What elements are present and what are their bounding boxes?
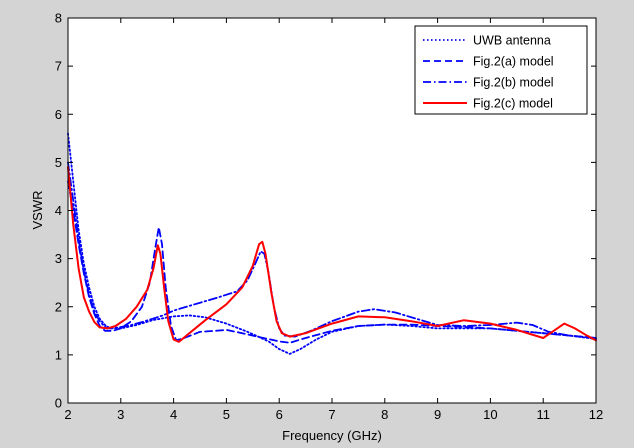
y-tick-label: 6 [55,107,62,122]
y-tick-label: 2 [55,299,62,314]
x-tick-label: 2 [64,407,71,422]
y-tick-label: 5 [55,155,62,170]
legend: UWB antenna Fig.2(a) model Fig.2(b) model F… [414,25,588,115]
legend-label-fig-2-a-model: Fig.2(a) model [473,55,554,69]
legend-label-uwb-antenna: UWB antenna [473,34,551,48]
x-tick-label: 5 [223,407,230,422]
x-tick-label: 12 [589,407,603,422]
y-tick-label: 7 [55,59,62,74]
x-tick-label: 6 [276,407,283,422]
series-line-fig-2-b-model [67,161,597,339]
y-axis-label: VSWR [30,191,45,230]
legend-label-fig-2-c-model: Fig.2(c) model [473,97,553,111]
x-tick-label: 11 [536,407,550,422]
x-tick-label: 3 [117,407,124,422]
series-line-fig-2-c-model [67,166,597,343]
x-tick-label: 8 [381,407,388,422]
y-tick-label: 0 [55,396,62,411]
x-tick-label: 7 [328,407,335,422]
y-tick-label: 4 [55,203,62,218]
y-tick-label: 3 [55,251,62,266]
x-tick-label: 4 [170,407,177,422]
x-tick-label: 10 [483,407,497,422]
x-axis-label: Frequency (GHz) [282,428,382,443]
plot-frame [67,17,597,404]
x-tick-label: 9 [434,407,441,422]
data-lines [67,132,597,355]
series-line-uwb-antenna [67,132,597,355]
legend-label-fig-2-b-model: Fig.2(b) model [473,76,554,90]
y-tick-label: 1 [55,347,62,362]
y-tick-label: 8 [55,11,62,26]
